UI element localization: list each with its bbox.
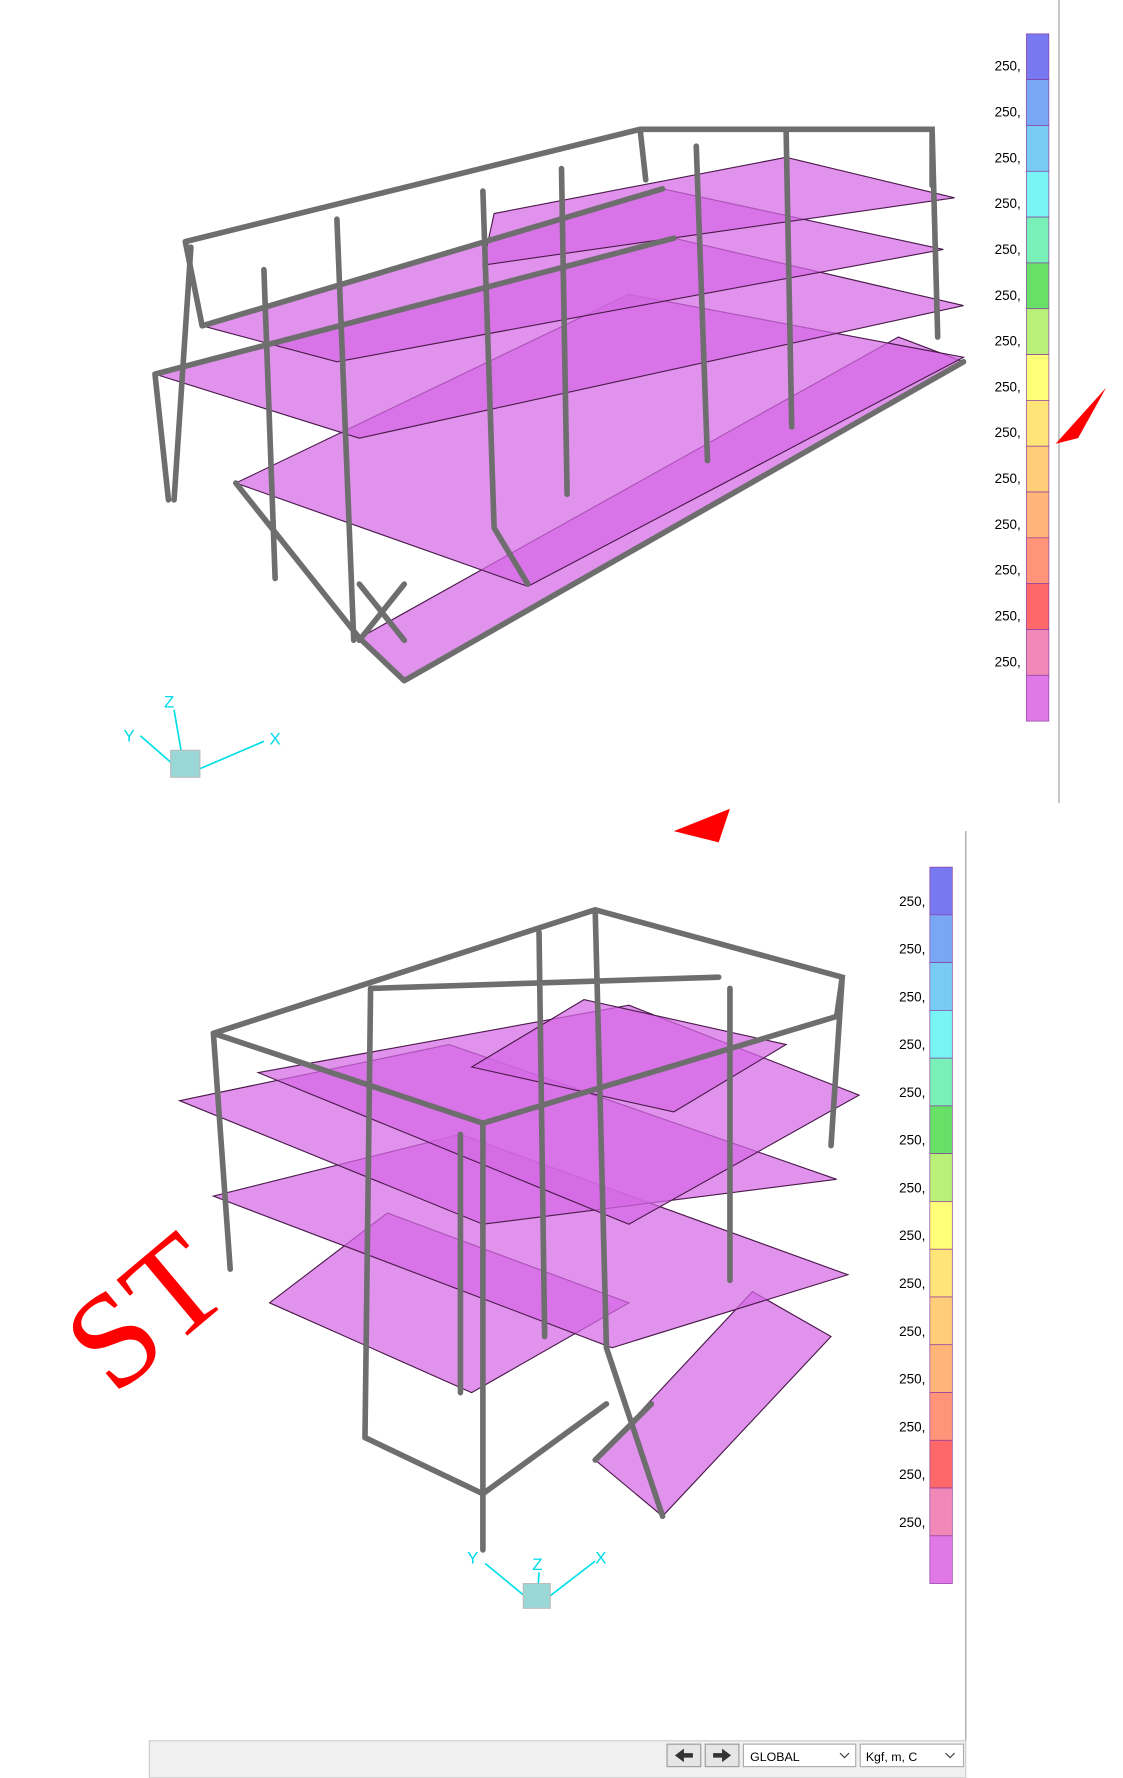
legend-swatch <box>929 1201 953 1250</box>
legend-swatch <box>1026 537 1050 584</box>
legend-swatch <box>1026 629 1050 676</box>
legend-label: 250, <box>995 563 1021 578</box>
coordinate-system: GLOBAL <box>750 1750 800 1764</box>
legend-label: 250, <box>899 1228 925 1243</box>
legend-swatch <box>929 914 953 963</box>
legend-label: 250, <box>995 196 1021 211</box>
legend-swatch <box>929 1105 953 1155</box>
legend-swatch <box>1026 79 1050 126</box>
legend-label: 250, <box>899 1133 925 1148</box>
axis-label: Z <box>532 1555 542 1574</box>
legend-label: 250, <box>995 334 1021 349</box>
legend-label: 250, <box>899 1324 925 1339</box>
model-view-top <box>152 126 967 684</box>
axis-label: Y <box>124 726 135 745</box>
legend-label: 250, <box>899 989 925 1004</box>
units-dropdown[interactable] <box>859 1743 965 1768</box>
legend-label: 250, <box>899 1037 925 1052</box>
legend-label: 250, <box>995 379 1021 394</box>
legend-swatch <box>1026 33 1050 80</box>
legend-label: 250, <box>995 608 1021 623</box>
legend-swatch <box>929 1535 953 1584</box>
legend-swatch <box>929 1153 953 1202</box>
axis-label: X <box>595 1548 606 1567</box>
status-bar: GLOBAL Kgf, m, C <box>148 1740 967 1778</box>
legend-swatch <box>929 1344 953 1393</box>
axis-label: Y <box>467 1548 478 1567</box>
axis-label: Z <box>164 693 174 712</box>
model-view-bottom <box>177 906 861 1553</box>
legend-label: 250, <box>995 471 1021 486</box>
legend-swatch <box>929 1057 953 1107</box>
legend-swatch <box>929 1010 953 1059</box>
legend-swatch <box>929 866 953 916</box>
legend-label: 250, <box>899 1276 925 1291</box>
axis-label: X <box>270 730 281 749</box>
legend-swatch <box>929 1248 953 1298</box>
legend-swatch <box>929 1296 953 1346</box>
axis-triad-top: X Y Z <box>124 693 281 778</box>
axis-triad-bottom: X Y Z <box>467 1548 606 1609</box>
legend-label: 250, <box>899 1085 925 1100</box>
legend-label: 250, <box>995 59 1021 74</box>
legend-label: 250, <box>899 1515 925 1530</box>
legend-swatch <box>929 962 953 1011</box>
coordinate-dropdown[interactable] <box>742 1743 857 1768</box>
legend-label: 250, <box>899 1467 925 1482</box>
legend-swatch <box>1026 216 1050 264</box>
legend-swatch <box>1026 308 1050 355</box>
legend-label: 250, <box>995 654 1021 669</box>
legend-swatch <box>1026 262 1050 310</box>
legend-swatch <box>1026 170 1050 218</box>
legend-label: 250, <box>995 104 1021 119</box>
legend-label: 250, <box>995 288 1021 303</box>
legend-label: 250, <box>995 425 1021 440</box>
legend-label: 250, <box>995 150 1021 165</box>
legend-label: 250, <box>899 942 925 957</box>
legend-swatch <box>1026 583 1050 630</box>
legend-swatch <box>929 1392 953 1441</box>
watermark: ST <box>37 1205 253 1420</box>
legend-swatch <box>1026 674 1050 722</box>
legend-label: 250, <box>899 1372 925 1387</box>
legend-swatch <box>1026 445 1050 493</box>
legend-swatch <box>929 1487 953 1537</box>
legend-swatch <box>929 1439 953 1489</box>
legend-swatch <box>1026 125 1050 172</box>
legend-swatch <box>1026 354 1050 401</box>
legend-label: 250, <box>899 1180 925 1195</box>
legend-label: 250, <box>995 242 1021 257</box>
legend-label: 250, <box>995 517 1021 532</box>
legend-label: 250, <box>899 894 925 909</box>
legend-label: 250, <box>899 1419 925 1434</box>
legend-swatch <box>1026 491 1050 539</box>
units: Kgf, m, C <box>866 1750 918 1764</box>
legend-swatch <box>1026 400 1050 447</box>
